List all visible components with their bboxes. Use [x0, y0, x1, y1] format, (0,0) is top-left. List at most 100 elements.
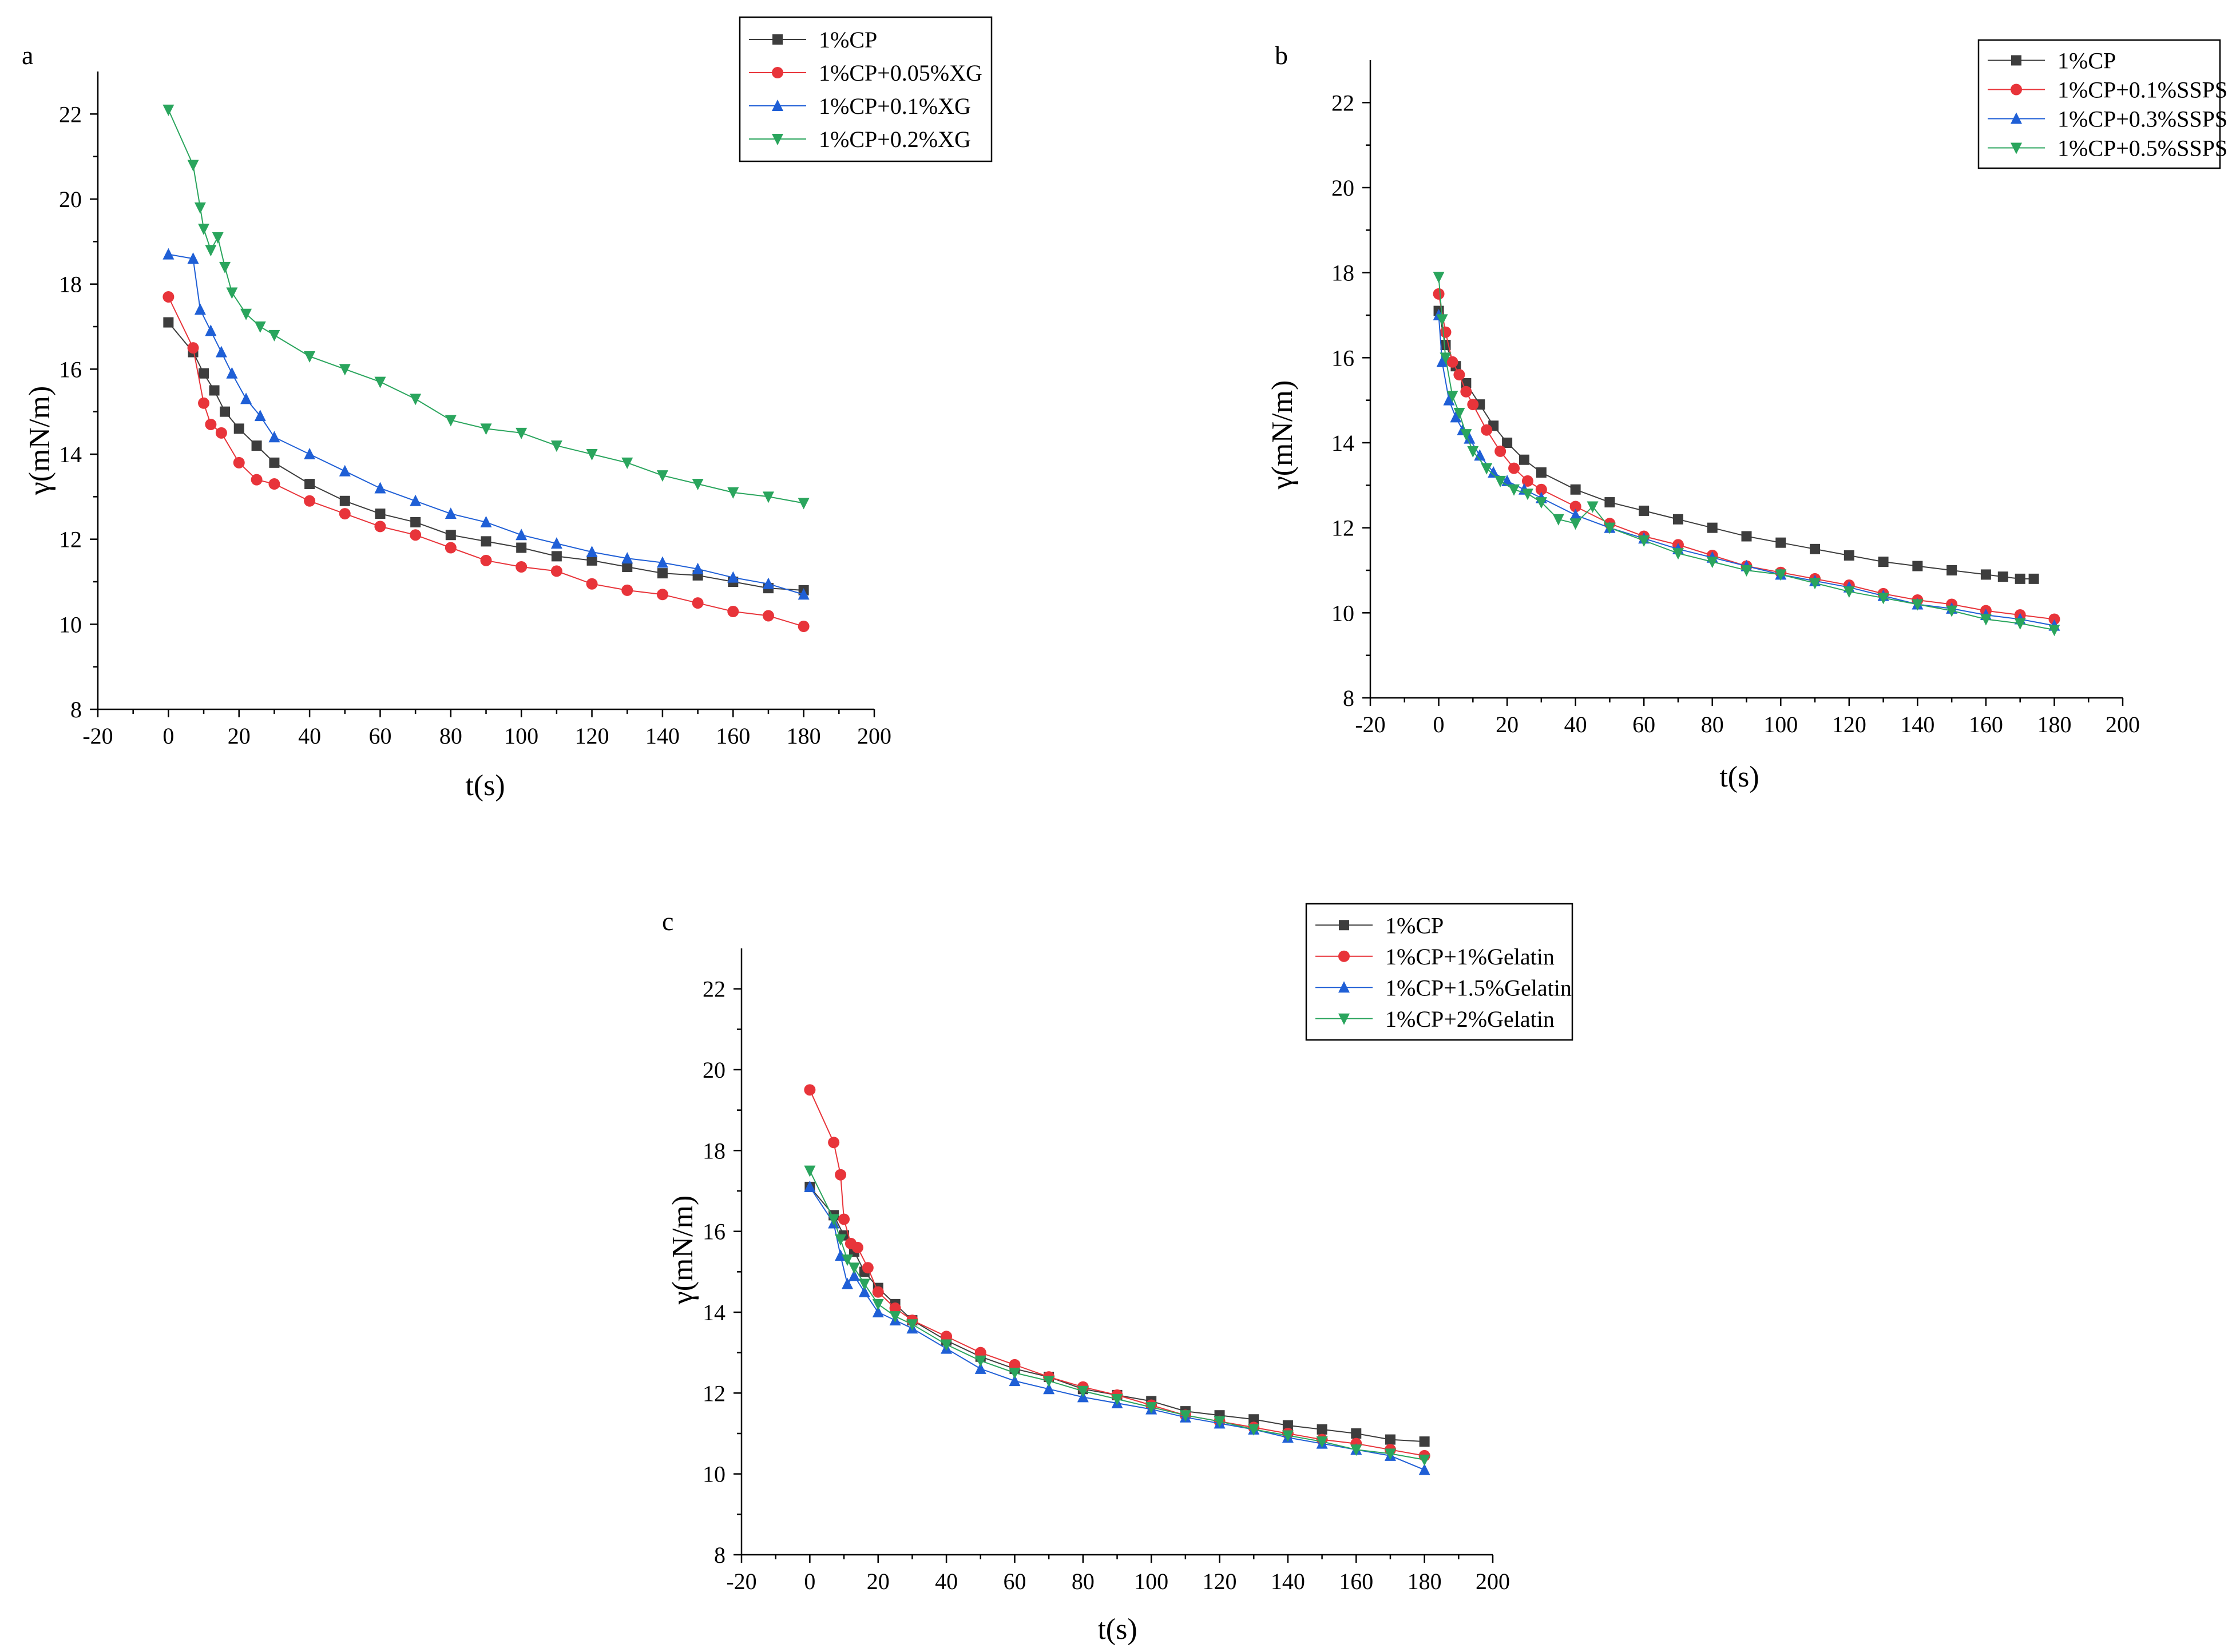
- data-point: [205, 418, 217, 430]
- data-point: [445, 542, 457, 554]
- data-point: [254, 321, 266, 333]
- data-point: [205, 245, 217, 257]
- data-point: [1446, 356, 1458, 368]
- x-tick-label: 120: [1832, 712, 1866, 737]
- data-point: [268, 431, 280, 443]
- data-point: [1508, 462, 1520, 474]
- series-line: [1438, 315, 2055, 626]
- data-point: [445, 415, 457, 427]
- panel-letter: c: [662, 907, 673, 936]
- data-point: [804, 1180, 816, 1192]
- series-3: [1433, 272, 2060, 637]
- data-point: [375, 509, 386, 519]
- x-tick-label: 20: [228, 723, 251, 749]
- data-point: [1436, 355, 1448, 367]
- legend-marker: [772, 100, 783, 111]
- data-point: [2014, 618, 2026, 630]
- data-point: [163, 317, 174, 328]
- legend-label: 1%CP+1%Gelatin: [1385, 944, 1555, 970]
- data-point: [1672, 514, 1683, 525]
- data-point: [410, 394, 422, 406]
- data-point: [187, 160, 199, 172]
- data-point: [516, 542, 527, 553]
- data-point: [804, 1165, 816, 1177]
- x-tick-label: 140: [1900, 712, 1934, 737]
- data-point: [842, 1277, 854, 1289]
- x-axis-title: t(s): [465, 769, 505, 802]
- data-point: [889, 1302, 901, 1314]
- panel-letter: a: [22, 41, 33, 70]
- data-point: [1569, 501, 1581, 513]
- legend-box: [1305, 903, 1573, 1041]
- data-point: [304, 495, 316, 507]
- x-tick-label: 20: [867, 1568, 890, 1594]
- y-tick-label: 18: [703, 1138, 725, 1163]
- data-point: [1350, 1444, 1362, 1456]
- y-tick-label: 8: [714, 1542, 725, 1568]
- data-point: [226, 287, 238, 299]
- data-point: [269, 457, 280, 468]
- data-point: [657, 568, 668, 579]
- x-tick-label: 0: [804, 1568, 815, 1594]
- legend-marker: [1338, 981, 1350, 993]
- data-point: [1535, 497, 1547, 509]
- x-tick-label: 60: [1632, 712, 1655, 737]
- data-point: [1433, 288, 1445, 300]
- data-point: [1672, 548, 1684, 560]
- data-point: [692, 479, 704, 491]
- data-point: [1521, 475, 1533, 487]
- legend-label: 1%CP+0.05%XG: [819, 60, 982, 86]
- data-point: [516, 427, 528, 439]
- data-point: [480, 554, 492, 566]
- data-point: [1604, 522, 1616, 534]
- data-point: [268, 329, 280, 341]
- data-point: [872, 1286, 884, 1298]
- data-point: [339, 495, 350, 506]
- y-tick-label: 20: [1331, 175, 1354, 201]
- legend: 1%CP 1%CP+0.05%XG 1%CP+0.1%XG 1%CP+0.2%XG: [739, 16, 993, 162]
- legend-marker: [1338, 950, 1350, 962]
- data-point: [339, 364, 351, 376]
- legend-marker: [2011, 55, 2021, 66]
- data-point: [2048, 613, 2060, 625]
- data-point: [586, 578, 598, 590]
- x-tick-label: 60: [1003, 1568, 1026, 1594]
- data-point: [219, 261, 231, 273]
- series-0: [1433, 305, 2039, 584]
- series-line: [168, 109, 804, 504]
- data-point: [1111, 1393, 1123, 1405]
- data-point: [835, 1234, 847, 1246]
- data-point: [374, 521, 386, 533]
- data-point: [445, 530, 456, 541]
- data-point: [550, 565, 562, 577]
- data-point: [656, 589, 668, 601]
- data-point: [858, 1278, 870, 1290]
- data-point: [233, 456, 245, 468]
- data-point: [1878, 557, 1889, 567]
- x-tick-label: 140: [645, 723, 680, 749]
- x-tick-label: 120: [1203, 1568, 1237, 1594]
- data-point: [1282, 1430, 1294, 1442]
- x-tick-label: 200: [2106, 712, 2140, 737]
- data-point: [1460, 386, 1472, 398]
- data-point: [212, 232, 224, 244]
- data-point: [1775, 569, 1787, 581]
- data-point: [445, 507, 457, 519]
- legend: 1%CP 1%CP+1%Gelatin 1%CP+1.5%Gelatin 1%CP+2…: [1305, 903, 1573, 1041]
- data-point: [1436, 314, 1448, 326]
- data-point: [1443, 394, 1455, 406]
- data-point: [1446, 391, 1458, 403]
- data-point: [1317, 1424, 1327, 1435]
- data-point: [798, 621, 810, 633]
- data-point: [1384, 1448, 1396, 1460]
- y-tick-label: 14: [59, 442, 82, 467]
- data-point: [516, 529, 528, 541]
- data-point: [1810, 543, 1821, 554]
- y-tick-label: 12: [59, 527, 82, 553]
- data-point: [205, 324, 217, 336]
- data-point: [851, 1241, 863, 1253]
- series-line: [168, 321, 804, 591]
- y-tick-label: 22: [703, 976, 725, 1002]
- x-tick-label: -20: [726, 1568, 756, 1594]
